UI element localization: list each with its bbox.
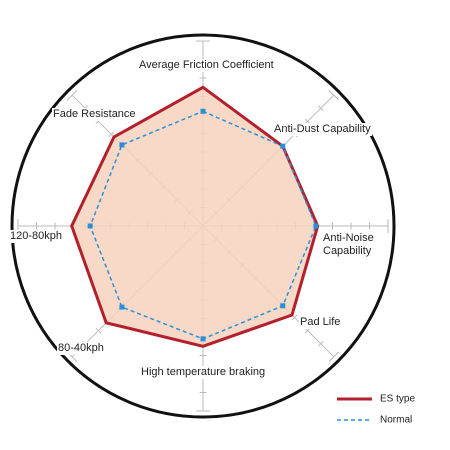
normal-marker [119, 304, 125, 310]
category-label: Pad Life [299, 316, 342, 329]
normal-marker [280, 143, 286, 149]
tick-mark [95, 327, 102, 334]
outer-ring [10, 33, 396, 419]
normal-marker [200, 108, 206, 114]
legend-label: Normal [380, 415, 412, 426]
category-label: Fade Resistance [52, 108, 137, 121]
tick-mark [317, 340, 324, 347]
category-label: High temperature braking [140, 366, 267, 379]
tick-mark [328, 89, 340, 101]
normal-marker [87, 223, 93, 229]
category-label: 80-40kph [57, 342, 105, 355]
normal-marker [313, 223, 319, 229]
es-area [70, 85, 320, 348]
tick-mark [108, 131, 115, 138]
category-label: Anti-Noise Capability [322, 232, 386, 258]
tick-mark [291, 314, 298, 321]
normal-marker [200, 336, 206, 342]
tick-mark [328, 351, 340, 363]
legend-label: ES type [380, 394, 415, 405]
tick-mark [304, 118, 311, 125]
normal-marker [280, 303, 286, 309]
tick-mark [317, 105, 324, 112]
normal-marker [119, 142, 125, 148]
category-label: Anti-Dust Capability [273, 123, 372, 136]
tick-mark [66, 89, 78, 101]
category-label: Average Friction Coefficient [138, 59, 275, 72]
tick-mark [304, 327, 311, 334]
category-label: 120-80kph [9, 230, 63, 243]
